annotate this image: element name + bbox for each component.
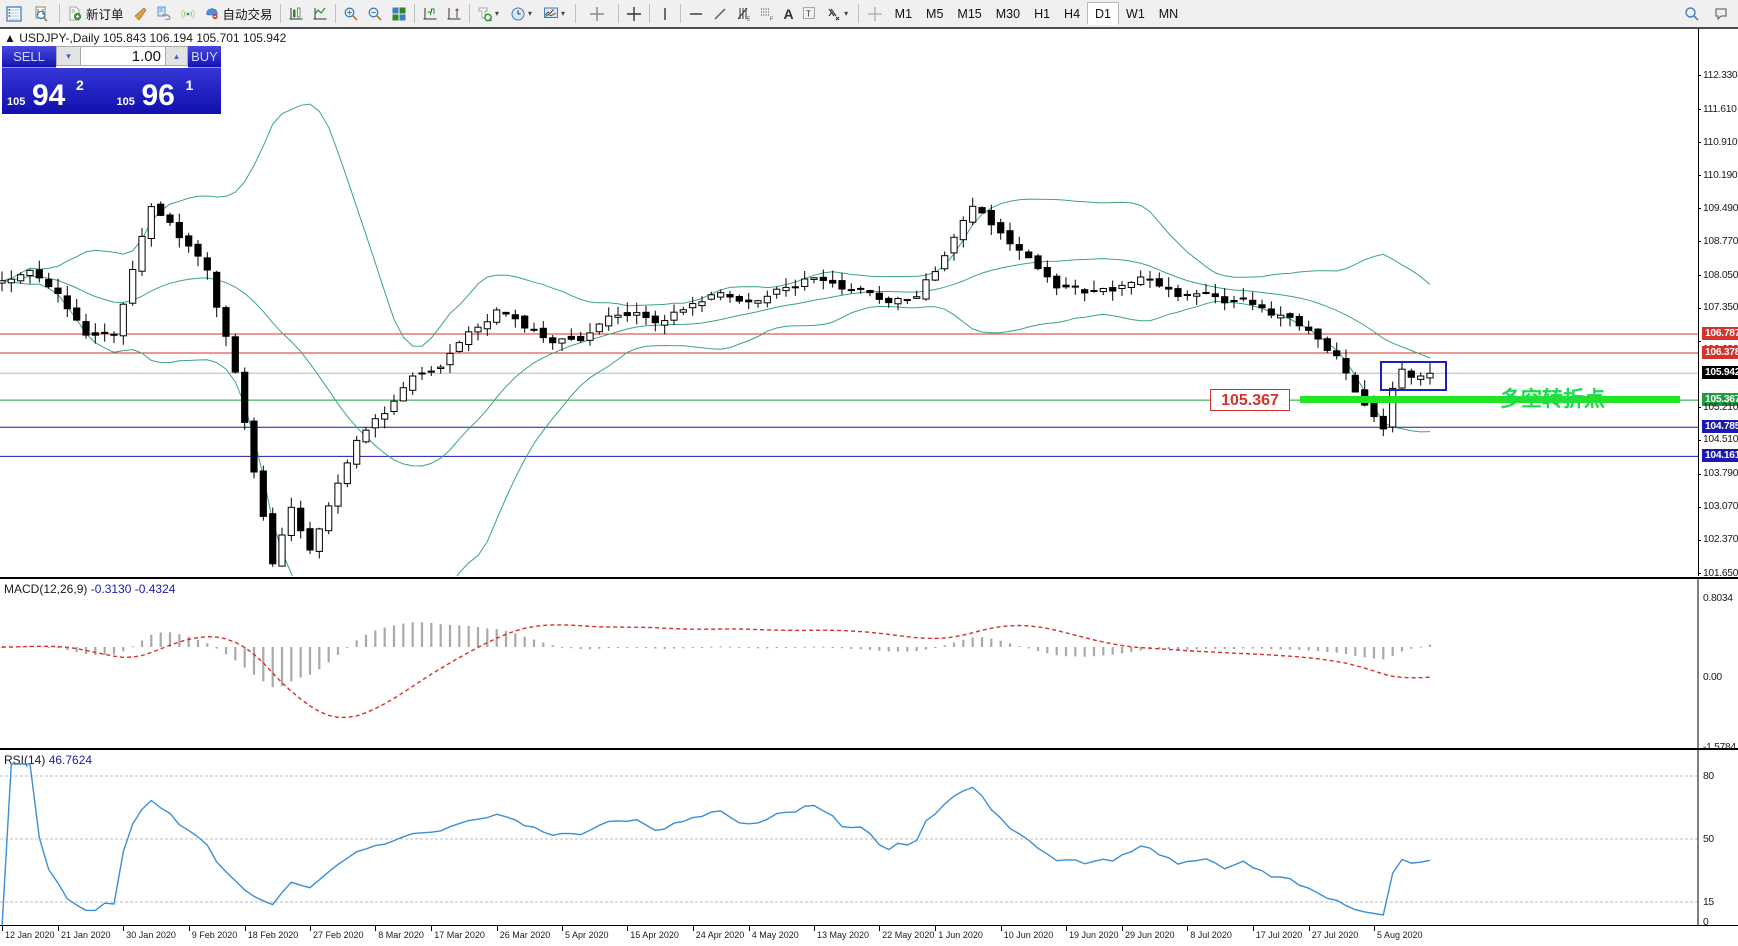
svg-text:F: F: [770, 16, 773, 22]
svg-text:T: T: [806, 9, 811, 18]
svg-text:E: E: [747, 16, 751, 22]
